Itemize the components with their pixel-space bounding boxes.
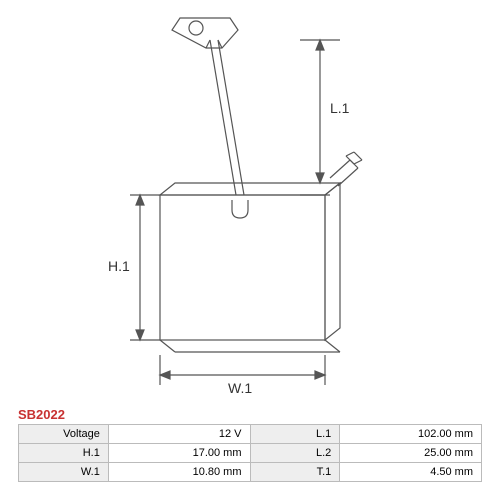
spec-label: L.1 xyxy=(250,425,340,444)
technical-drawing: H.1 W.1 L.1 xyxy=(0,0,500,410)
spec-value: 102.00 mm xyxy=(340,425,482,444)
part-number: SB2022 xyxy=(18,407,65,422)
label-l1: L.1 xyxy=(330,100,349,116)
spec-label: H.1 xyxy=(19,444,109,463)
table-row: Voltage 12 V L.1 102.00 mm xyxy=(19,425,482,444)
spec-value: 17.00 mm xyxy=(108,444,250,463)
spec-table: Voltage 12 V L.1 102.00 mm H.1 17.00 mm … xyxy=(18,424,482,482)
table-row: H.1 17.00 mm L.2 25.00 mm xyxy=(19,444,482,463)
spec-label: T.1 xyxy=(250,463,340,482)
spec-value: 10.80 mm xyxy=(108,463,250,482)
spec-label: L.2 xyxy=(250,444,340,463)
spec-value: 4.50 mm xyxy=(340,463,482,482)
table-row: W.1 10.80 mm T.1 4.50 mm xyxy=(19,463,482,482)
spec-value: 12 V xyxy=(108,425,250,444)
label-w1: W.1 xyxy=(228,380,252,396)
spec-value: 25.00 mm xyxy=(340,444,482,463)
drawing-svg xyxy=(0,0,500,410)
spec-label: W.1 xyxy=(19,463,109,482)
spec-label: Voltage xyxy=(19,425,109,444)
label-h1: H.1 xyxy=(108,258,130,274)
